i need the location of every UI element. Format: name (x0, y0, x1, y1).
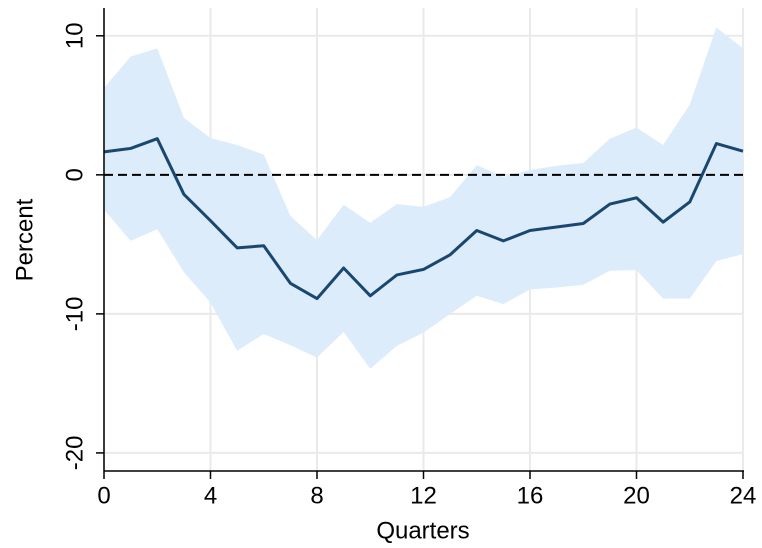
x-axis-title: Quarters (376, 517, 469, 544)
x-tick-label: 24 (730, 482, 757, 509)
series-line (103, 137, 744, 301)
x-tick-label: 12 (410, 482, 437, 509)
x-tick-label: 8 (310, 482, 323, 509)
x-tick-label: 16 (517, 482, 544, 509)
confidence-band (104, 27, 743, 369)
x-tick-label: 4 (204, 482, 217, 509)
y-tick-label: 0 (61, 168, 88, 181)
x-tick-label: 0 (97, 482, 110, 509)
y-axis-title: Percent (11, 198, 38, 281)
x-tick-label: 20 (623, 482, 650, 509)
y-tick-label: -20 (61, 436, 88, 471)
y-tick-label: -10 (61, 297, 88, 332)
y-tick-label: 10 (61, 22, 88, 49)
